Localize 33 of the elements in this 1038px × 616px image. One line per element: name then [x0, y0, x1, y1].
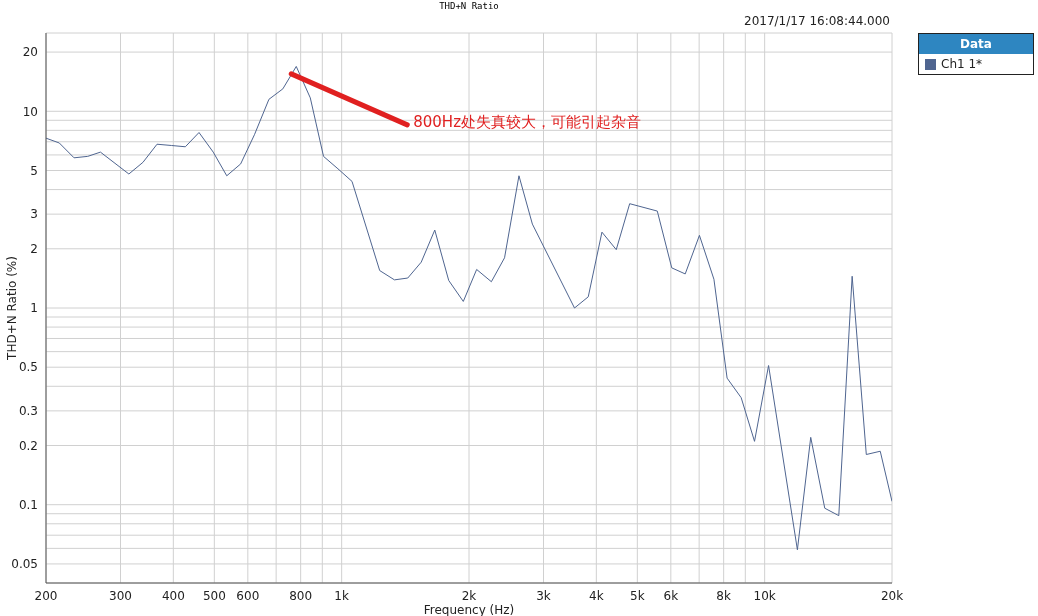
- y-axis-title: THD+N Ratio (%): [5, 256, 20, 361]
- y-tick-label: 3: [30, 207, 38, 222]
- y-tick-label: 10: [22, 104, 38, 119]
- x-tick-label: 600: [236, 588, 260, 603]
- x-tick-label: 2k: [461, 588, 477, 603]
- y-tick-label: 2: [30, 242, 38, 257]
- x-tick-label: 500: [202, 588, 226, 603]
- x-tick-label: 200: [34, 588, 58, 603]
- x-tick-label: 300: [109, 588, 132, 603]
- y-tick-label: 0.2: [18, 438, 38, 453]
- chart-title: THD+N Ratio: [438, 1, 500, 11]
- x-tick-label: 6k: [663, 588, 679, 603]
- y-tick-label: 5: [30, 163, 38, 178]
- x-tick-label: 10k: [753, 588, 776, 603]
- legend-title: Data: [919, 34, 1033, 54]
- x-tick-label: 8k: [716, 588, 732, 603]
- legend-label: Ch1 1*: [941, 57, 983, 71]
- y-tick-label: 0.3: [18, 404, 38, 419]
- y-tick-label: 0.1: [18, 497, 38, 512]
- x-tick-label: 5k: [630, 588, 645, 603]
- x-axis-title: Frequency (Hz): [423, 603, 515, 616]
- annotation: 800Hz处失真较大，可能引起杂音: [413, 112, 642, 131]
- y-tick-label: 0.5: [18, 360, 38, 375]
- text: 2017/1/17 16:08:44.000: [744, 14, 890, 28]
- x-tick-label: 400: [161, 588, 185, 603]
- x-tick-label: 3k: [536, 588, 551, 603]
- y-tick-label: 20: [22, 45, 38, 60]
- x-tick-label: 4k: [589, 588, 604, 603]
- x-tick-label: 800: [289, 588, 313, 603]
- x-tick-label: 1k: [334, 588, 349, 603]
- y-tick-label: 0.05: [11, 557, 38, 572]
- x-tick-label: 20k: [880, 588, 904, 603]
- y-tick-label: 1: [30, 301, 38, 316]
